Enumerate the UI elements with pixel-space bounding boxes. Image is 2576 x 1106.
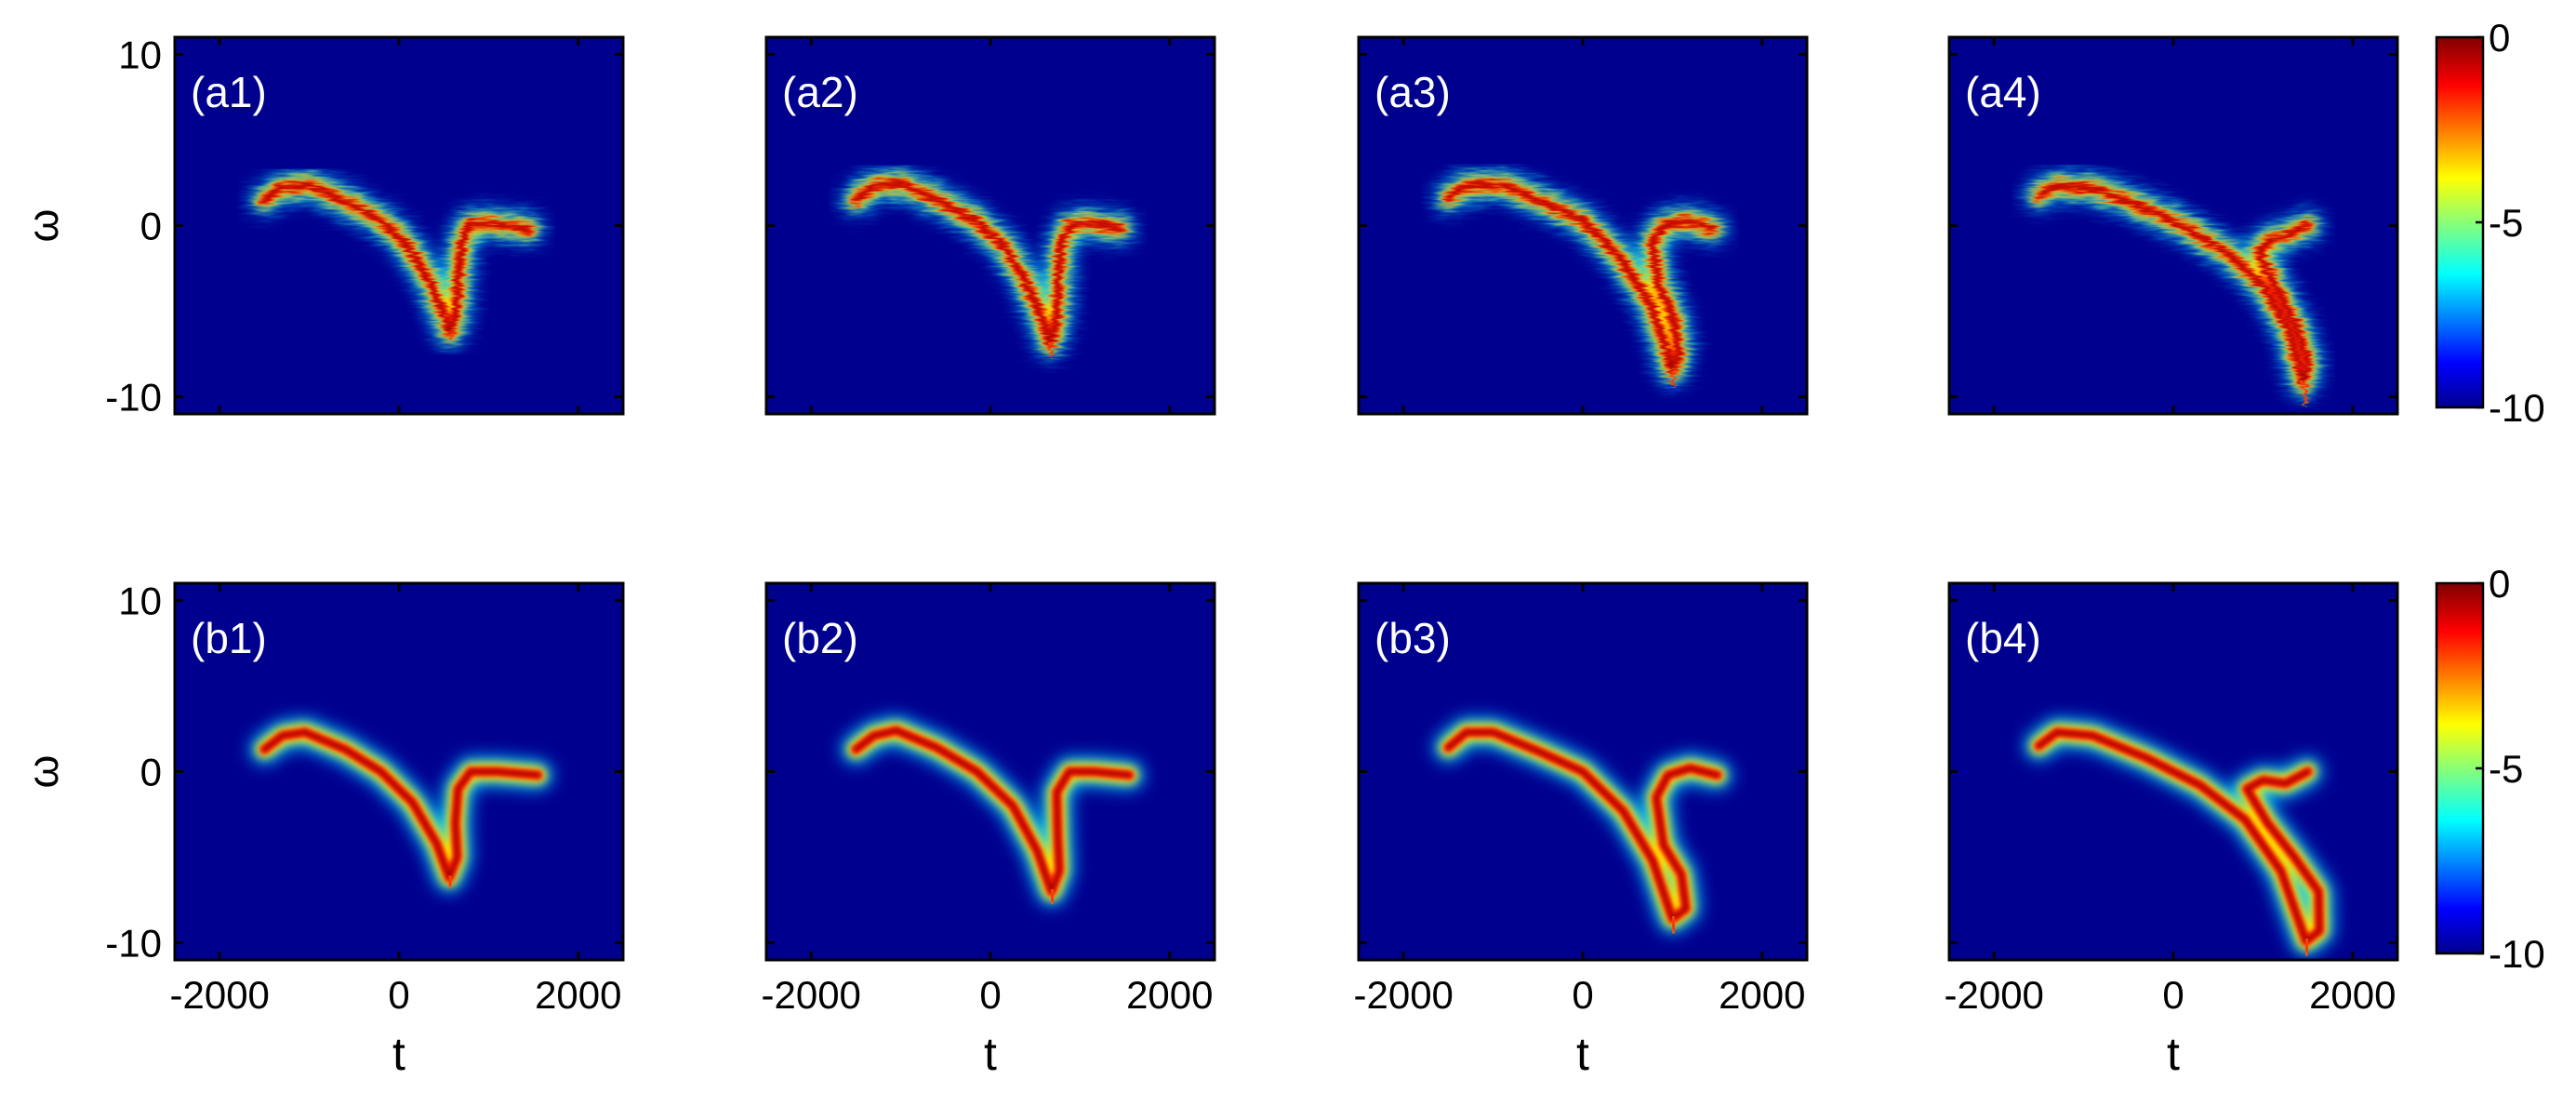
spectrogram-trace <box>250 170 543 348</box>
panel-label: (a2) <box>782 68 858 116</box>
x-tick-label: 0 <box>979 973 1001 1017</box>
colorbar-tick-label: 0 <box>2489 16 2510 60</box>
y-tick-label: 0 <box>140 751 162 794</box>
panel-label: (a1) <box>191 68 267 116</box>
spectrogram-trace <box>842 716 1144 908</box>
colorbar-gradient <box>2435 581 2485 955</box>
x-tick-label: -2000 <box>1353 973 1453 1017</box>
colorbar-tick-label: -10 <box>2489 386 2545 430</box>
spectrogram-trace <box>842 168 1135 362</box>
spectrogram-trace <box>250 718 552 892</box>
spectrogram-trace <box>1434 718 1732 937</box>
panel-label: (b2) <box>782 614 858 662</box>
x-tick-label: 2000 <box>1719 973 1805 1017</box>
panels-layer: (a1) -10 0 10 ω (a2) (a3) (a4) (b1) -10 0 10 -2000 0 2… <box>19 33 2399 1080</box>
spectrogram-trace <box>1434 170 1727 391</box>
panel-a3: (a3) <box>1357 35 1809 416</box>
colorbar-tick-label: -5 <box>2489 201 2523 245</box>
y-tick-label: -10 <box>105 376 162 420</box>
x-axis-label: t <box>1576 1028 1589 1080</box>
panel-a2: (a2) <box>764 35 1216 416</box>
spectrogram-trace <box>2025 172 2322 406</box>
colorbar-tick-label: -10 <box>2489 932 2545 976</box>
panel-label: (b4) <box>1965 614 2041 662</box>
x-tick-label: 2000 <box>1126 973 1213 1017</box>
x-tick-label: -2000 <box>169 973 269 1017</box>
y-axis-label: ω <box>19 755 67 789</box>
x-tick-label: -2000 <box>1944 973 2043 1017</box>
y-tick-label: 10 <box>118 579 162 622</box>
panel-label: (b1) <box>191 614 267 662</box>
colorbar-tick-label: -5 <box>2489 747 2523 791</box>
panel-b3: (b3) -2000 0 2000 t <box>1353 581 1809 1080</box>
panel-b4: (b4) -2000 0 2000 t <box>1944 581 2399 1080</box>
panel-a4: (a4) <box>1947 35 2399 416</box>
x-axis-label: t <box>984 1028 997 1080</box>
x-axis-label: t <box>2167 1028 2180 1080</box>
colorbars-layer: 0 -5 -10 0 -5 -10 <box>2435 16 2545 976</box>
colorbar-tick-label: 0 <box>2489 562 2510 606</box>
y-tick-label: 0 <box>140 205 162 248</box>
colorbar-2: 0 -5 -10 <box>2435 562 2545 976</box>
spectrogram-trace <box>2025 718 2334 959</box>
panel-b1: (b1) -10 0 10 -2000 0 2000 t ω <box>19 579 625 1080</box>
panel-label: (a3) <box>1374 68 1451 116</box>
y-axis-label: ω <box>19 209 67 243</box>
x-tick-label: 2000 <box>535 973 621 1017</box>
x-tick-label: 0 <box>2162 973 2184 1017</box>
x-tick-label: 0 <box>1572 973 1593 1017</box>
x-tick-label: 2000 <box>2309 973 2396 1017</box>
colorbar-1: 0 -5 -10 <box>2435 16 2545 430</box>
panel-label: (b3) <box>1374 614 1451 662</box>
x-tick-label: 0 <box>388 973 409 1017</box>
panel-a1: (a1) -10 0 10 ω <box>19 33 625 420</box>
x-tick-label: -2000 <box>761 973 860 1017</box>
y-tick-label: -10 <box>105 922 162 966</box>
y-tick-label: 10 <box>118 33 162 76</box>
panel-label: (a4) <box>1965 68 2041 116</box>
panel-b2: (b2) -2000 0 2000 t <box>761 581 1216 1080</box>
x-axis-label: t <box>392 1028 405 1080</box>
